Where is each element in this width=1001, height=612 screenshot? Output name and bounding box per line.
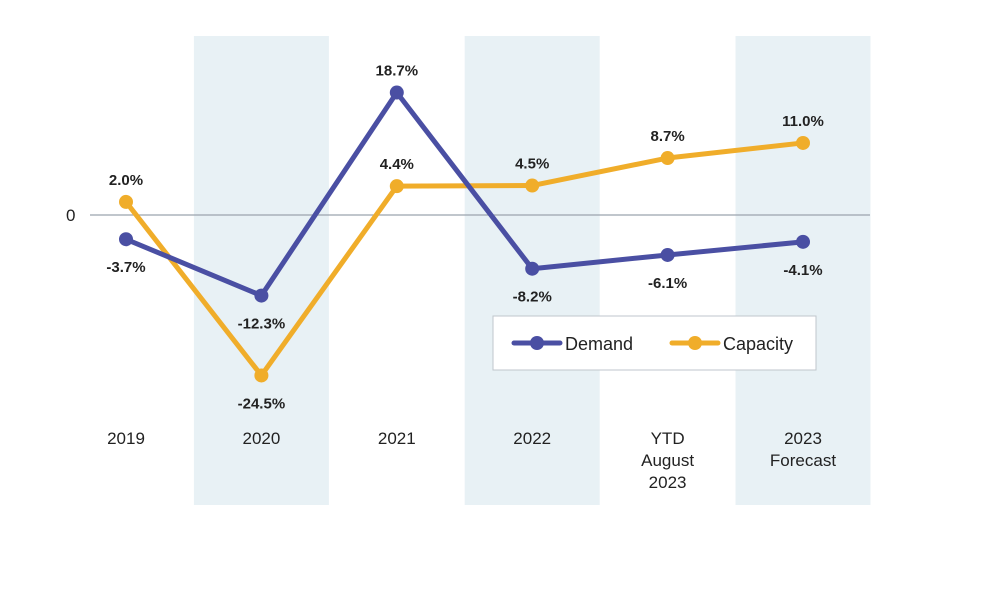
band-2020 bbox=[193, 36, 329, 505]
legend-capacity-label: Capacity bbox=[723, 334, 793, 354]
demand-point-3 bbox=[525, 261, 540, 276]
x-tick-label-0: 2019 bbox=[107, 429, 145, 448]
series-layer bbox=[119, 85, 810, 383]
capacity-value-label-0: 2.0% bbox=[109, 172, 143, 189]
x-tick-label-4: YTD August 2023 bbox=[641, 429, 694, 492]
demand-point-5 bbox=[796, 234, 810, 249]
demand-point-0 bbox=[119, 232, 133, 247]
capacity-value-label-2: 4.4% bbox=[380, 156, 414, 173]
capacity-value-label-1: -24.5% bbox=[238, 395, 286, 412]
capacity-value-label-4: 8.7% bbox=[650, 128, 684, 145]
capacity-point-0 bbox=[119, 194, 133, 209]
x-tick-label-5: 2023 Forecast bbox=[770, 429, 836, 470]
demand-point-1 bbox=[254, 288, 269, 303]
demand-point-2 bbox=[389, 85, 404, 100]
demand-value-label-1: -12.3% bbox=[238, 316, 286, 333]
demand-line bbox=[123, 90, 806, 299]
legend-demand-marker bbox=[530, 336, 544, 350]
demand-point-4 bbox=[660, 247, 675, 262]
capacity-point-2 bbox=[389, 179, 404, 194]
capacity-point-1 bbox=[254, 368, 269, 383]
x-tick-label-2: 2021 bbox=[378, 429, 416, 448]
legend-capacity-marker bbox=[688, 336, 702, 350]
x-tick-label-3: 2022 bbox=[513, 429, 551, 448]
y-zero-label: 0 bbox=[66, 206, 75, 225]
demand-value-label-4: -6.1% bbox=[648, 275, 687, 292]
data-labels: 2.0% -24.5% 4.4% 4.5% 8.7% 11.0% -3.7% -12.3% 18… bbox=[106, 63, 823, 413]
demand-value-label-2: 18.7% bbox=[376, 63, 419, 80]
capacity-line bbox=[123, 140, 806, 378]
demand-value-label-0: -3.7% bbox=[106, 259, 145, 276]
capacity-value-label-3: 4.5% bbox=[515, 156, 549, 173]
capacity-point-3 bbox=[525, 178, 540, 193]
legend-demand-label: Demand bbox=[565, 334, 633, 354]
legend-box bbox=[492, 315, 817, 371]
legend: Demand Capacity bbox=[492, 315, 817, 371]
demand-value-label-3: -8.2% bbox=[513, 289, 552, 306]
capacity-value-label-5: 11.0% bbox=[782, 113, 824, 130]
band-2023-forecast bbox=[735, 36, 871, 505]
capacity-point-4 bbox=[660, 151, 675, 166]
capacity-point-5 bbox=[796, 135, 810, 150]
demand-value-label-5: -4.1% bbox=[783, 262, 822, 279]
x-axis-labels: 2019 2020 2021 2022 YTD August 2023 2023 Forecas… bbox=[107, 429, 836, 492]
x-tick-label-1: 2020 bbox=[242, 429, 280, 448]
